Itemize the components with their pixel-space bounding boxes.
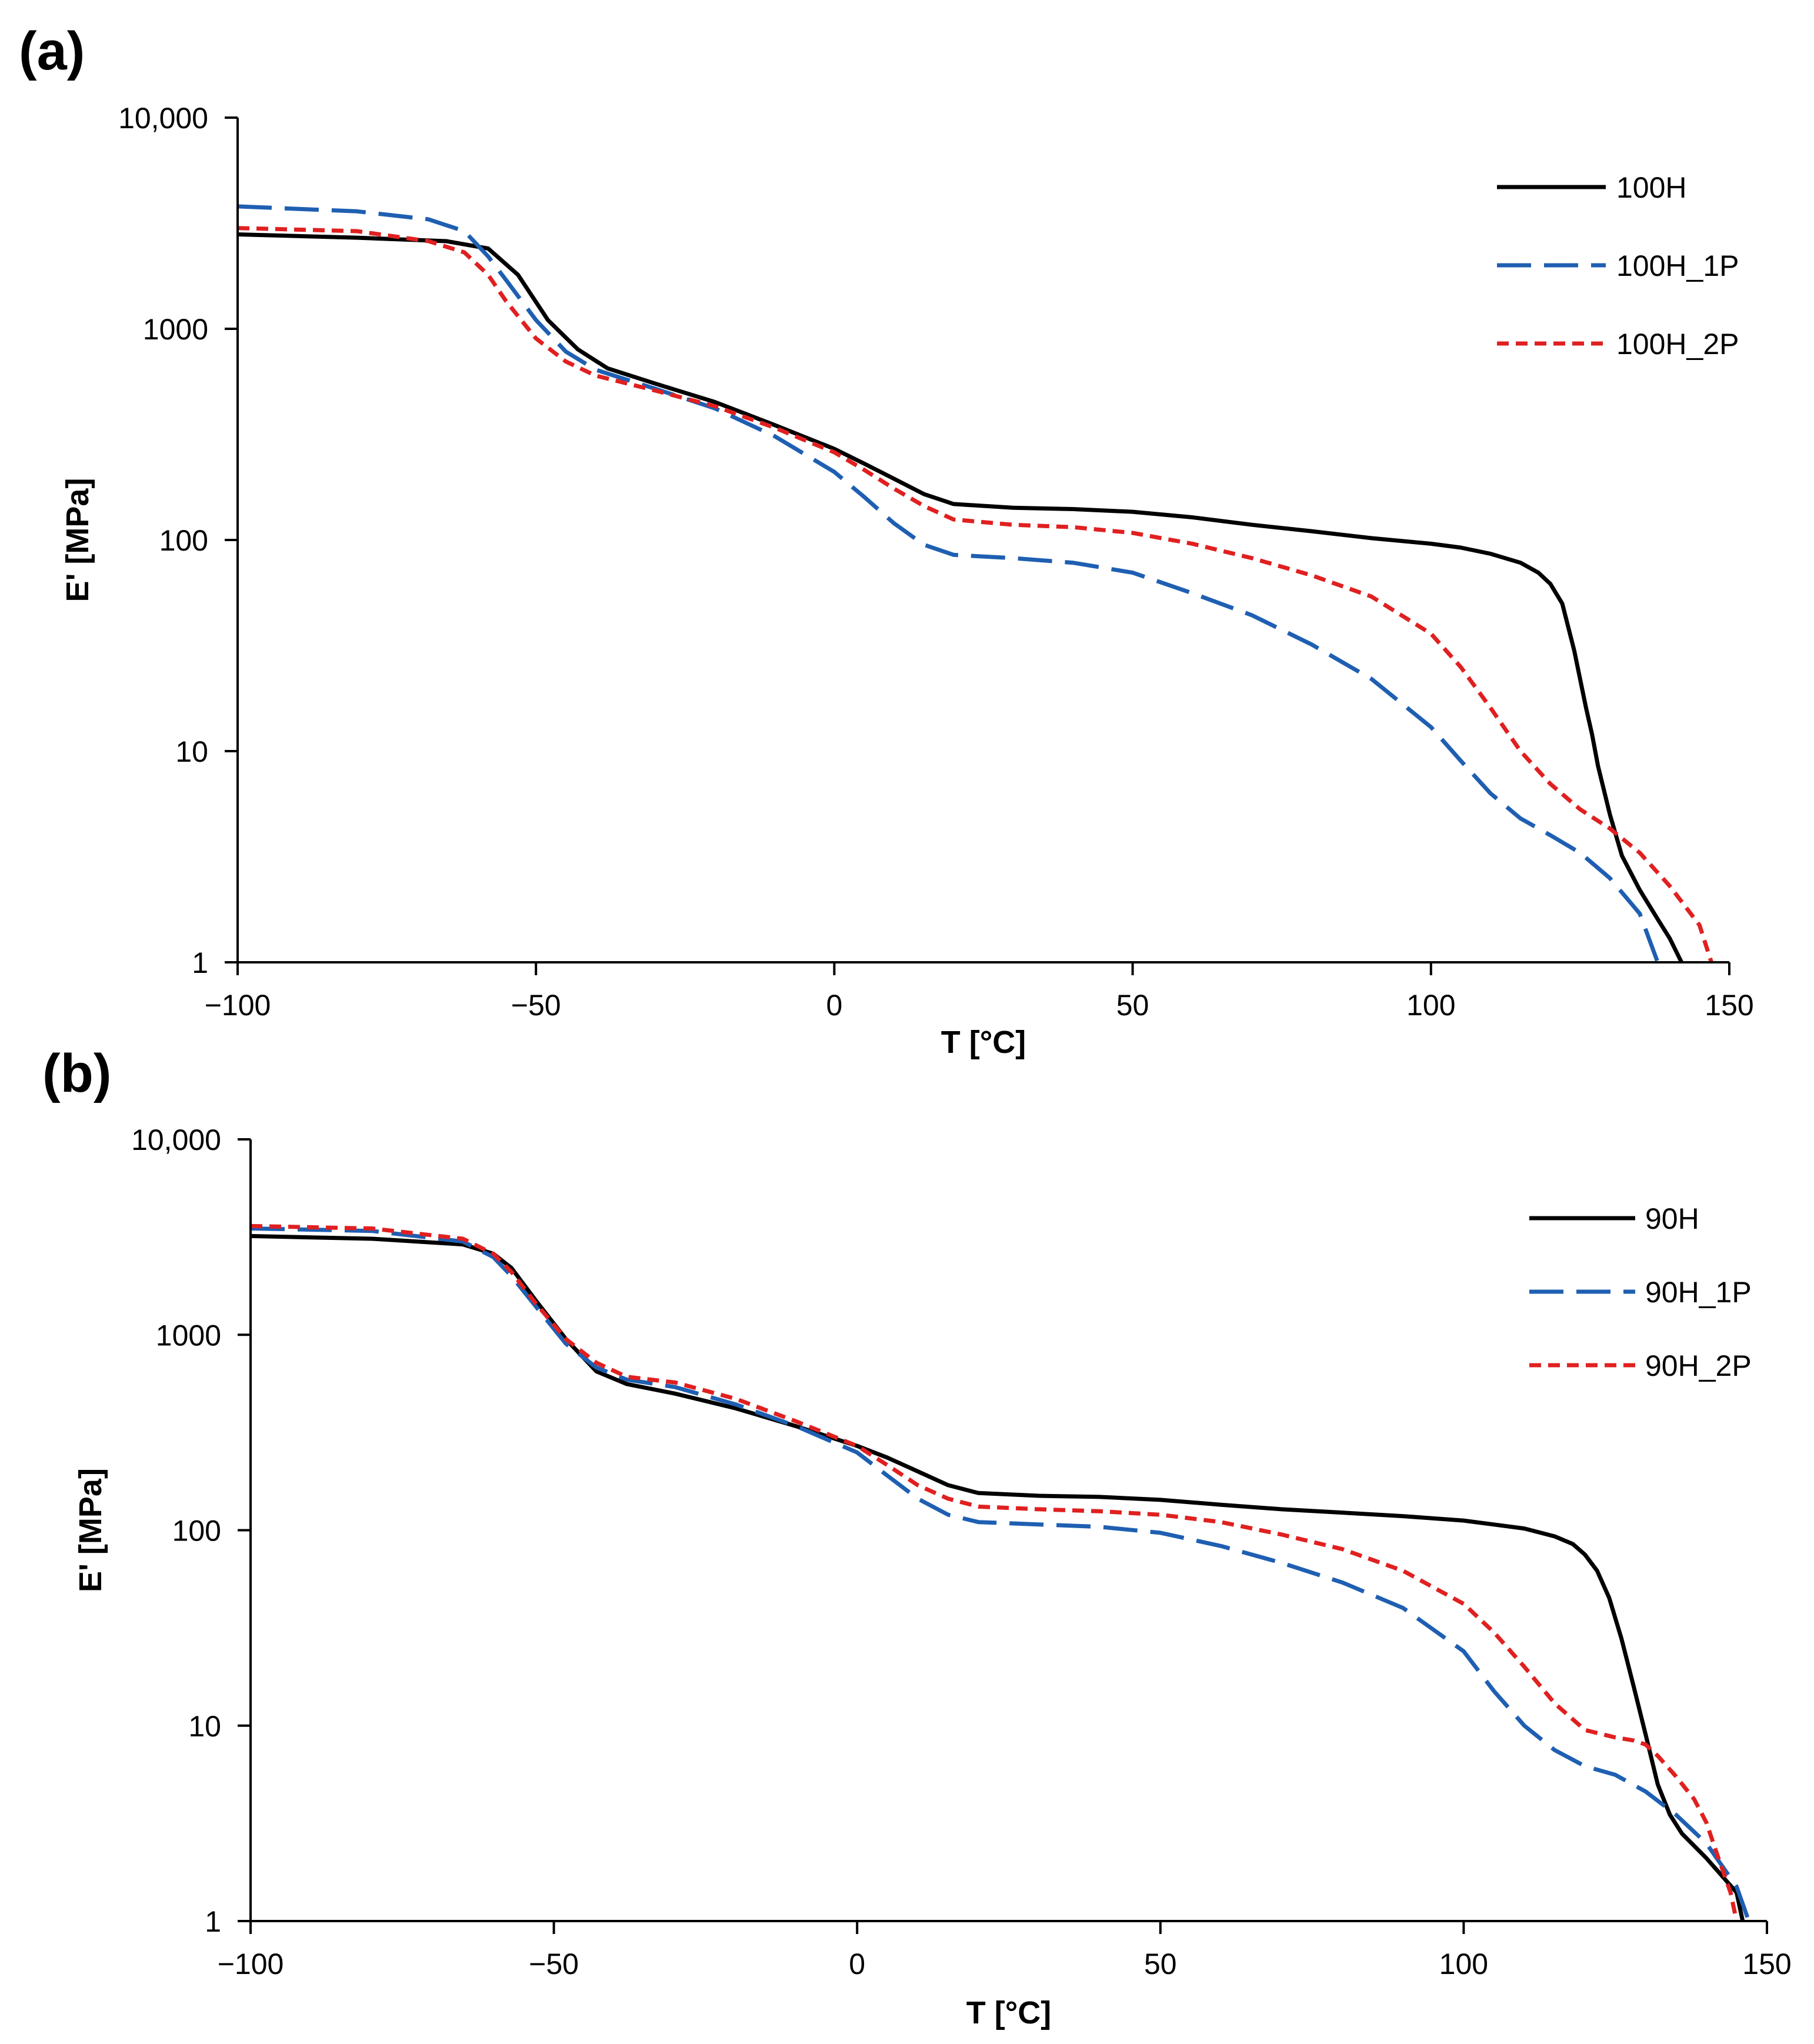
series-line-90h-1p [250,1226,1751,1922]
x-tick-label: 150 [1742,1948,1791,1980]
series-line-100h [237,232,1683,963]
x-axis-title: T [°C] [966,1995,1052,2030]
legend-label: 100H [1616,171,1687,204]
x-tick-label: 50 [1116,989,1149,1022]
series-line-90h [250,1233,1745,1922]
x-tick-label: −50 [529,1948,579,1980]
y-tick-label: 100 [159,524,208,557]
x-tick-label: −100 [205,989,271,1022]
legend-label: 100H_1P [1616,249,1739,282]
x-tick-label: 0 [849,1948,865,1980]
legend: 100H 100H_1P 100H_2P [1497,171,1739,361]
series-layer [250,1223,1751,1922]
series-line-100h-2p [237,226,1713,963]
y-axis-title: E' [MPa] [73,1468,108,1592]
legend-label: 90H_2P [1645,1349,1752,1382]
series-line-90h-2p [250,1223,1739,1922]
x-tick-label: 150 [1705,989,1753,1022]
x-tick-label: 100 [1406,989,1455,1022]
x-tick-label: 50 [1144,1948,1177,1980]
y-tick-label: 10 [188,1710,221,1743]
y-tick-label: 100 [172,1515,221,1548]
series-layer [237,204,1713,963]
y-axis-title: E' [MPa] [60,478,95,602]
chart-panel-a: (a) −100 −50 0 50 100 150 1 10 100 1000 10,000 T [… [19,21,1754,1060]
legend-label: 90H [1645,1202,1699,1235]
series-line-100h-1p [237,204,1660,963]
y-tick-label: 10,000 [131,1123,221,1156]
axis-ticks: −100 −50 0 50 100 150 1 10 100 1000 10,000 [131,1123,1792,1980]
x-tick-label: 100 [1439,1948,1488,1980]
x-tick-label: 0 [826,989,842,1022]
x-tick-label: −100 [218,1948,284,1980]
legend-label: 90H_1P [1645,1276,1752,1309]
legend: 90H 90H_1P 90H_2P [1529,1202,1752,1382]
axis-ticks: −100 −50 0 50 100 150 1 10 100 1000 10,000 [118,102,1754,1022]
legend-label: 100H_2P [1616,328,1739,361]
y-tick-label: 10 [175,735,208,768]
panel-label: (b) [42,1043,111,1103]
y-tick-label: 1000 [156,1319,221,1352]
y-tick-label: 1 [205,1905,221,1938]
x-tick-label: −50 [511,989,561,1022]
x-axis-title: T [°C] [941,1025,1026,1060]
chart-panel-b: (b) −100 −50 0 50 100 150 1 10 100 1000 10,000 T [… [42,1043,1792,2030]
y-tick-label: 1000 [143,313,208,346]
y-tick-label: 1 [192,946,208,979]
panel-label: (a) [19,21,85,81]
y-tick-label: 10,000 [118,102,208,135]
